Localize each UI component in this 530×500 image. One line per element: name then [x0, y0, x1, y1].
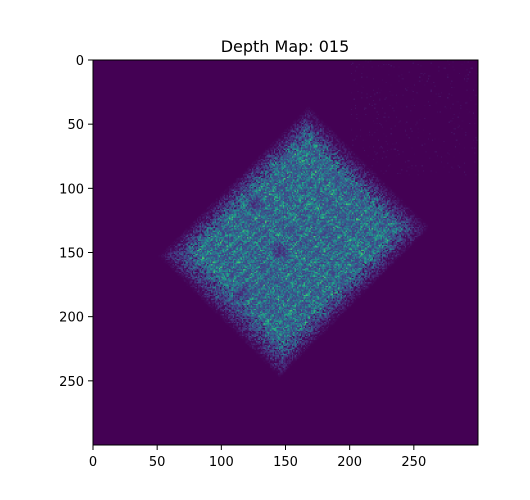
x-tick-label: 50	[149, 455, 166, 470]
plot-area	[92, 59, 479, 446]
y-tick-label: 50	[67, 118, 84, 133]
x-axis: 0 50 100 150 200 250	[89, 445, 426, 470]
y-axis: 0 50 100 150 200 250	[59, 54, 93, 390]
x-tick-label: 0	[89, 455, 97, 470]
x-tick-label: 100	[209, 455, 234, 470]
x-tick-label: 200	[337, 455, 362, 470]
y-tick-label: 250	[59, 375, 84, 390]
x-tick-label: 250	[401, 455, 426, 470]
y-tick-label: 200	[59, 311, 84, 326]
y-tick-label: 100	[59, 182, 84, 197]
y-tick-label: 150	[59, 247, 84, 262]
y-tick-label: 0	[76, 54, 84, 69]
chart-title: Depth Map: 015	[221, 37, 350, 56]
depth-heatmap	[93, 60, 478, 445]
x-tick-label: 150	[273, 455, 298, 470]
